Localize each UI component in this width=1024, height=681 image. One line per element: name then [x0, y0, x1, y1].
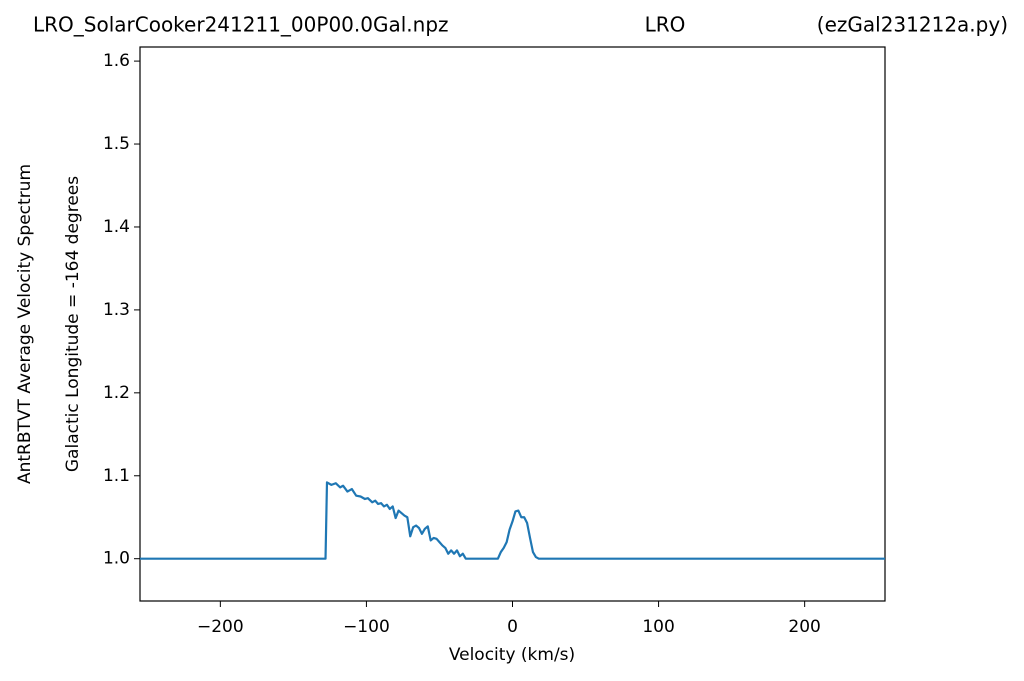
y-tick-label: 1.1: [103, 466, 130, 486]
y-tick-label: 1.2: [103, 383, 130, 403]
y-tick-label: 1.0: [103, 549, 130, 569]
title-script: (ezGal231212a.py): [817, 13, 1008, 37]
y-tick-label: 1.3: [103, 300, 130, 320]
y-tick-label: 1.5: [103, 134, 130, 154]
x-axis-label: Velocity (km/s): [449, 645, 575, 665]
spectrum-line: [140, 481, 885, 560]
x-tick-label: 100: [642, 617, 674, 637]
y-axis-label: AntRBTVT Average Velocity Spectrum: [15, 164, 35, 484]
x-tick-label: 0: [507, 617, 518, 637]
x-tick-label: 200: [788, 617, 820, 637]
title-file: LRO_SolarCooker241211_00P00.0Gal.npz: [33, 13, 449, 37]
y-tick-label: 1.4: [103, 217, 130, 237]
title-site: LRO: [645, 13, 686, 37]
x-tick-label: −100: [343, 617, 390, 637]
x-tick-label: −200: [197, 617, 244, 637]
y-axis-label: Galactic Longitude = -164 degrees: [63, 176, 83, 472]
y-tick-label: 1.6: [103, 51, 130, 71]
